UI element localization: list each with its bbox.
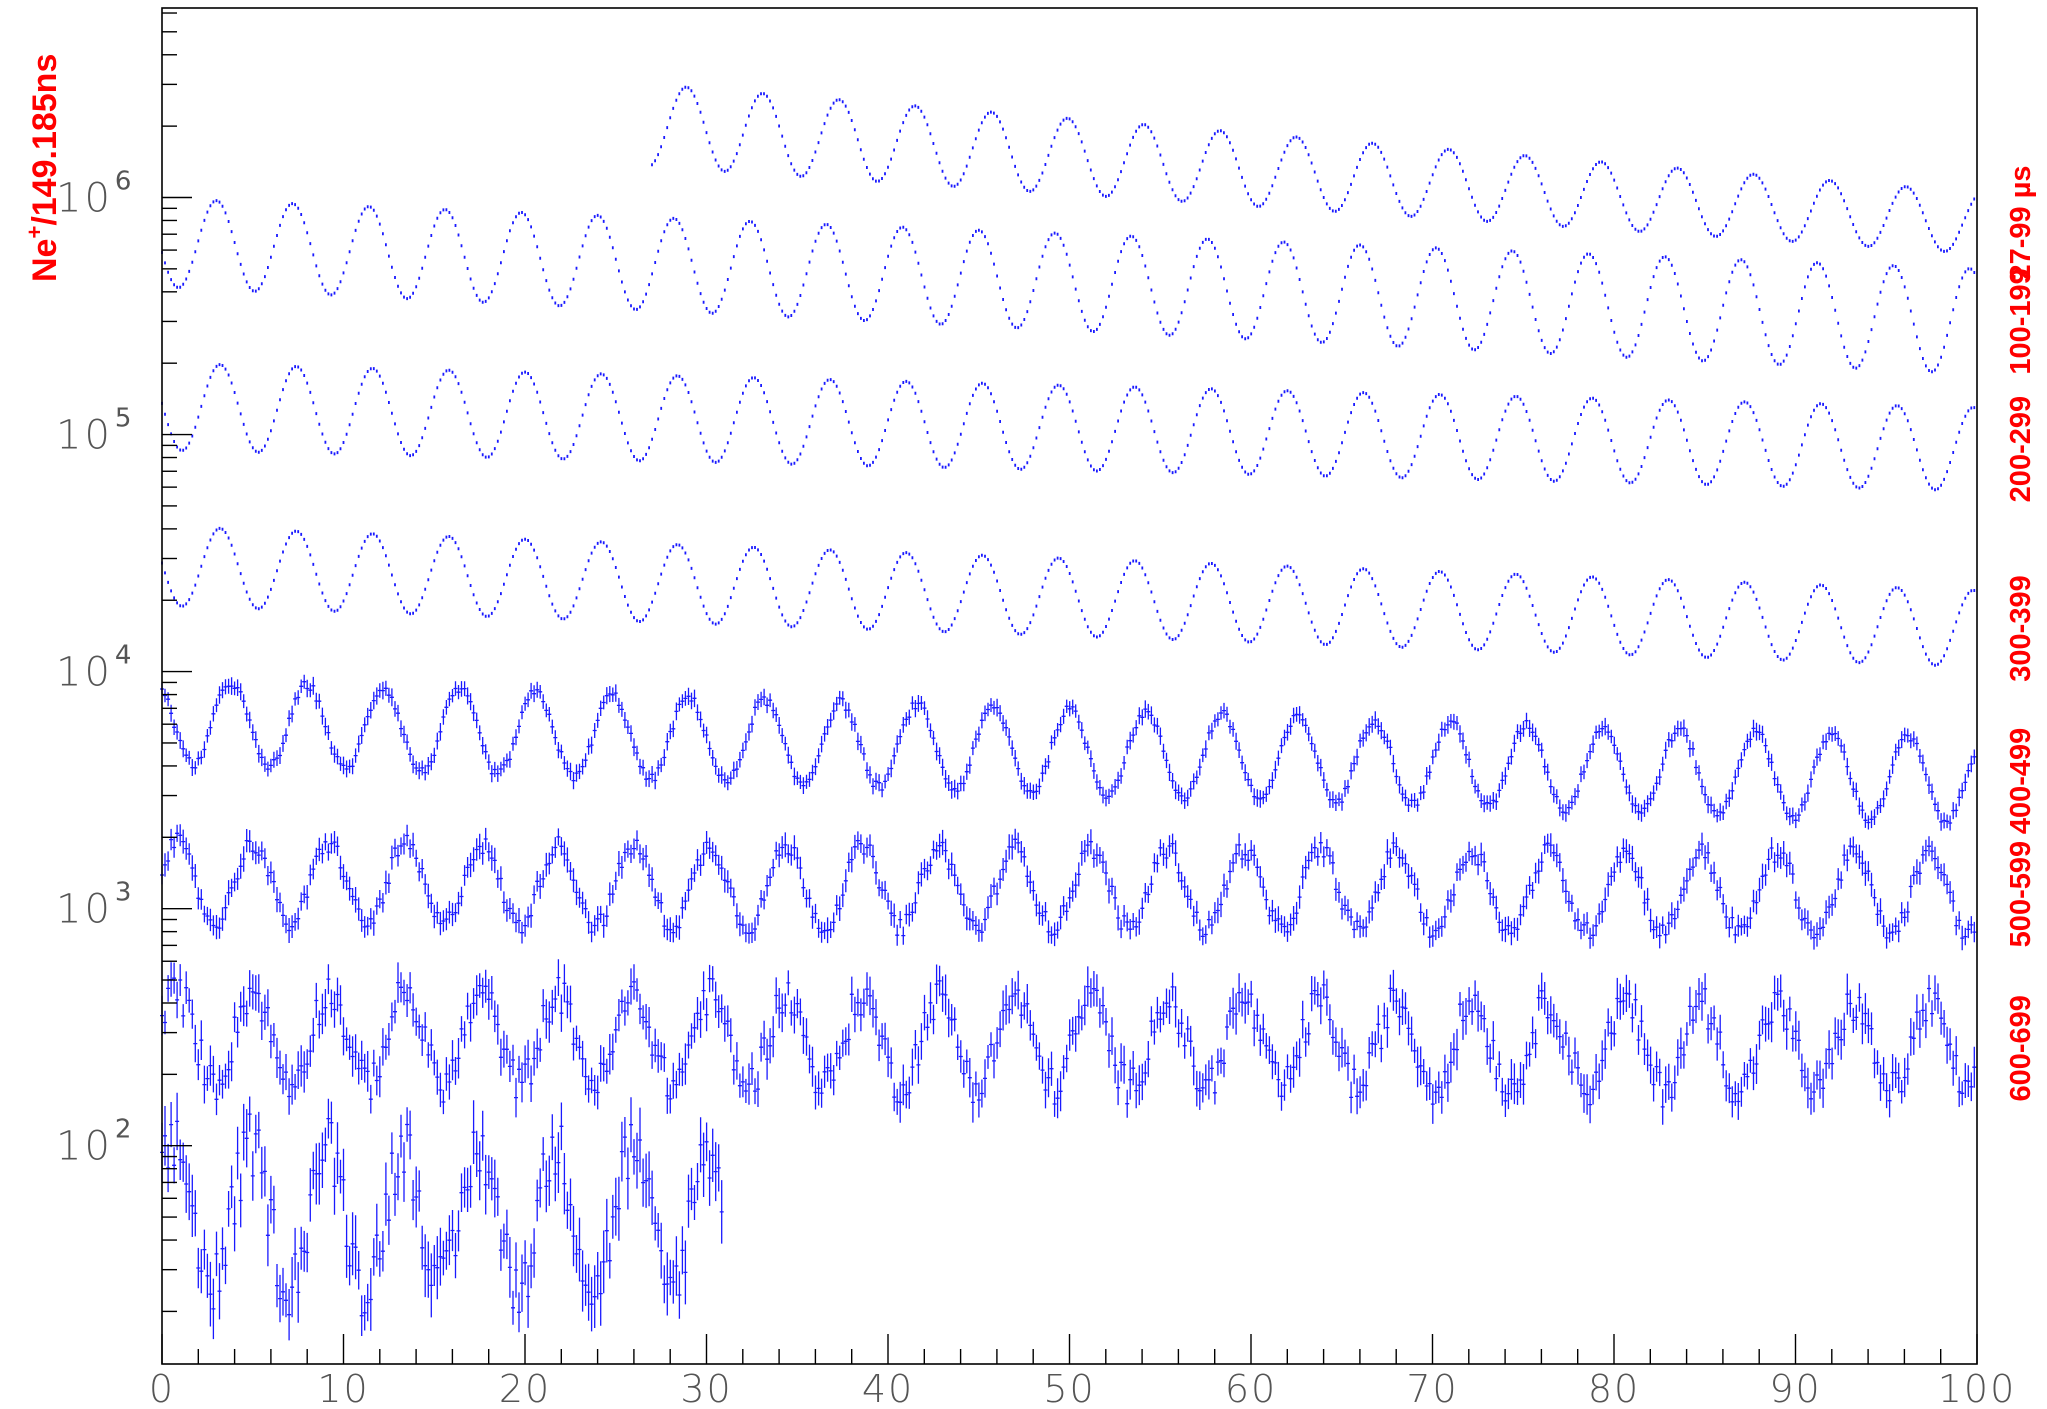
series-points-1 — [161, 199, 1976, 374]
series-points-3 — [161, 526, 1976, 667]
series-label: 100-199 — [2005, 268, 2037, 374]
y-tick-label: 106 — [56, 166, 131, 221]
y-tick-label: 105 — [56, 404, 131, 459]
series-points-2 — [161, 363, 1976, 492]
series-label: 500-599 — [2005, 841, 2037, 947]
series-label: 27-99 µs — [2005, 165, 2037, 280]
series-points-6 — [160, 959, 1977, 1125]
x-tick-label: 60 — [1225, 1367, 1277, 1409]
x-tick-label: 50 — [1043, 1367, 1095, 1409]
x-tick-label: 30 — [680, 1367, 732, 1409]
series-points-0 — [651, 85, 1976, 253]
series-label: 600-699 — [2005, 995, 2037, 1101]
series-points-7 — [160, 1092, 724, 1341]
y-tick-label: 104 — [56, 641, 131, 696]
x-tick-label: 100 — [1938, 1367, 2017, 1409]
plot-frame — [161, 7, 1978, 1365]
y-axis-label-base: Ne — [26, 239, 64, 282]
x-tick-label: 20 — [499, 1367, 551, 1409]
y-axis-label-rest: /149.185ns — [26, 54, 64, 226]
x-tick-label: 0 — [149, 1367, 175, 1409]
y-axis-label-sup: + — [22, 226, 47, 239]
x-tick-label: 10 — [317, 1367, 369, 1409]
series-points-4 — [160, 674, 1977, 831]
x-tick-label: 70 — [1406, 1367, 1458, 1409]
series-layer — [160, 85, 1977, 1341]
series-label: 400-499 — [2005, 728, 2037, 834]
series-label: 200-299 — [2005, 396, 2037, 502]
x-tick-label: 80 — [1588, 1367, 1640, 1409]
y-axis-label: Ne+/149.185ns — [22, 54, 64, 282]
x-tick-label: 90 — [1769, 1367, 1821, 1409]
x-tick-label: 40 — [862, 1367, 914, 1409]
labels-layer: 0 10 20 30 40 50 60 70 80 90 100 102 103 104 105 106 27-… — [56, 165, 2037, 1409]
ticks-layer — [161, 12, 1978, 1364]
series-points-5 — [160, 824, 1977, 951]
y-tick-label: 103 — [56, 878, 131, 933]
y-tick-label: 102 — [56, 1115, 131, 1170]
series-label: 300-399 — [2005, 575, 2037, 681]
